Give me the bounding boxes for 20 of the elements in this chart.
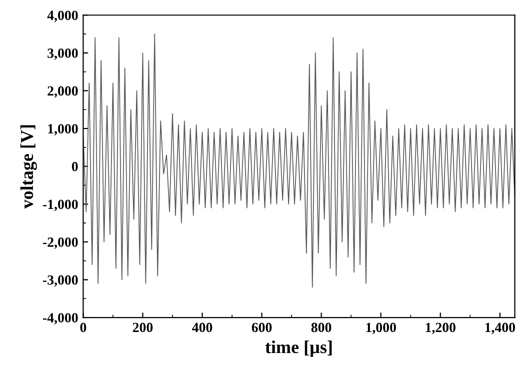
x-tick-label: 1,200 [426,322,456,334]
x-tick-label: 0 [80,322,86,332]
x-tick-label: 600 [252,322,272,332]
y-tick-label: 2,000 [48,86,78,98]
y-tick-label: 4,000 [47,10,78,22]
y-tick-label: -3,000 [42,275,78,287]
y-tick-label: 0 [72,162,78,172]
x-tick-label: 400 [192,322,212,332]
y-axis-title: voltage [V] [20,125,37,209]
y-tick-label: -2,000 [42,238,78,249]
y-tick-label: 3,000 [48,48,78,60]
x-axis-title: time [µs] [265,340,332,357]
y-tick-label: -4,000 [42,313,78,324]
line-series [83,34,515,288]
x-tick-label: 1,000 [366,322,396,334]
y-tick-label: 1,000 [48,124,78,136]
x-tick-label: 200 [132,322,153,332]
x-tick-label: 1,400 [485,322,516,334]
y-tick-label: -1,000 [42,200,78,212]
x-tick-label: 800 [311,322,332,332]
